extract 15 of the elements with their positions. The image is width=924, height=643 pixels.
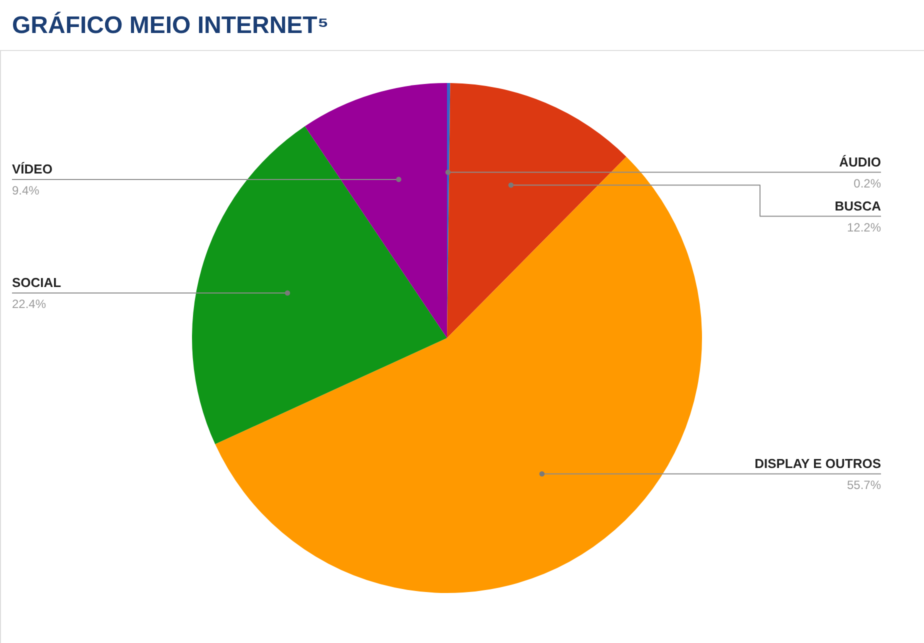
chart-title: GRÁFICO MEIO INTERNET⁵	[12, 11, 329, 39]
slice-label: DISPLAY E OUTROS	[754, 456, 882, 471]
data-label: 0.2%	[854, 176, 882, 190]
slice-label: ÁUDIO	[839, 154, 881, 170]
data-label: 22.4%	[12, 296, 46, 311]
slice-label: SOCIAL	[12, 274, 62, 290]
pie-slice	[304, 83, 447, 338]
pie-slice	[192, 126, 447, 444]
data-label: 12.2%	[846, 220, 882, 234]
slice-label: BUSCA	[834, 198, 882, 214]
data-label: 55.7%	[846, 478, 882, 492]
pie-slice	[447, 83, 626, 338]
slice-label: VÍDEO	[12, 161, 52, 176]
data-label: 9.4%	[12, 183, 40, 198]
pie-slice	[215, 156, 702, 593]
